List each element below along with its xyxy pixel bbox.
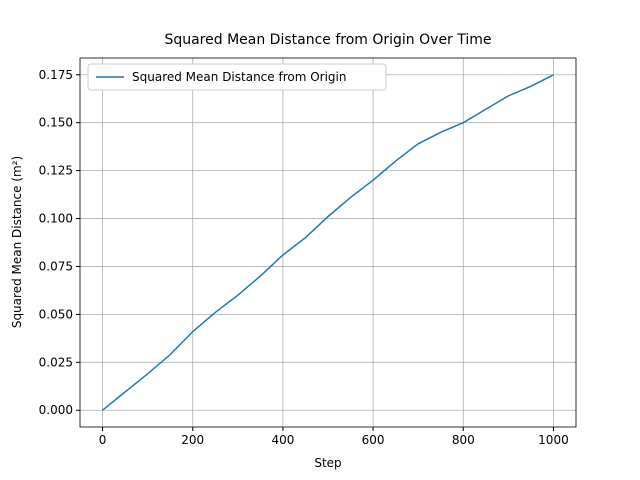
- y-tick-label: 0.000: [39, 403, 73, 417]
- x-tick-label: 0: [99, 433, 107, 447]
- y-tick-label: 0.075: [39, 259, 73, 273]
- legend-label: Squared Mean Distance from Origin: [132, 70, 346, 84]
- chart-title: Squared Mean Distance from Origin Over T…: [164, 32, 491, 48]
- y-tick-label: 0.100: [39, 212, 73, 226]
- y-tick-label: 0.125: [39, 164, 73, 178]
- x-axis-label: Step: [314, 456, 341, 470]
- y-tick-label: 0.150: [39, 116, 73, 130]
- y-tick-label: 0.175: [39, 68, 73, 82]
- y-tick-label: 0.025: [39, 355, 73, 369]
- line-series: [102, 74, 554, 411]
- x-tick-label: 800: [452, 433, 475, 447]
- x-tick-label: 400: [271, 433, 294, 447]
- x-tick-label: 200: [181, 433, 204, 447]
- y-tick-label: 0.050: [39, 307, 73, 321]
- x-tick-label: 600: [362, 433, 385, 447]
- plot-frame: [79, 57, 577, 428]
- x-tick-label: 1000: [538, 433, 569, 447]
- y-axis-label: Squared Mean Distance (m²): [10, 156, 24, 328]
- legend-box: [87, 63, 387, 91]
